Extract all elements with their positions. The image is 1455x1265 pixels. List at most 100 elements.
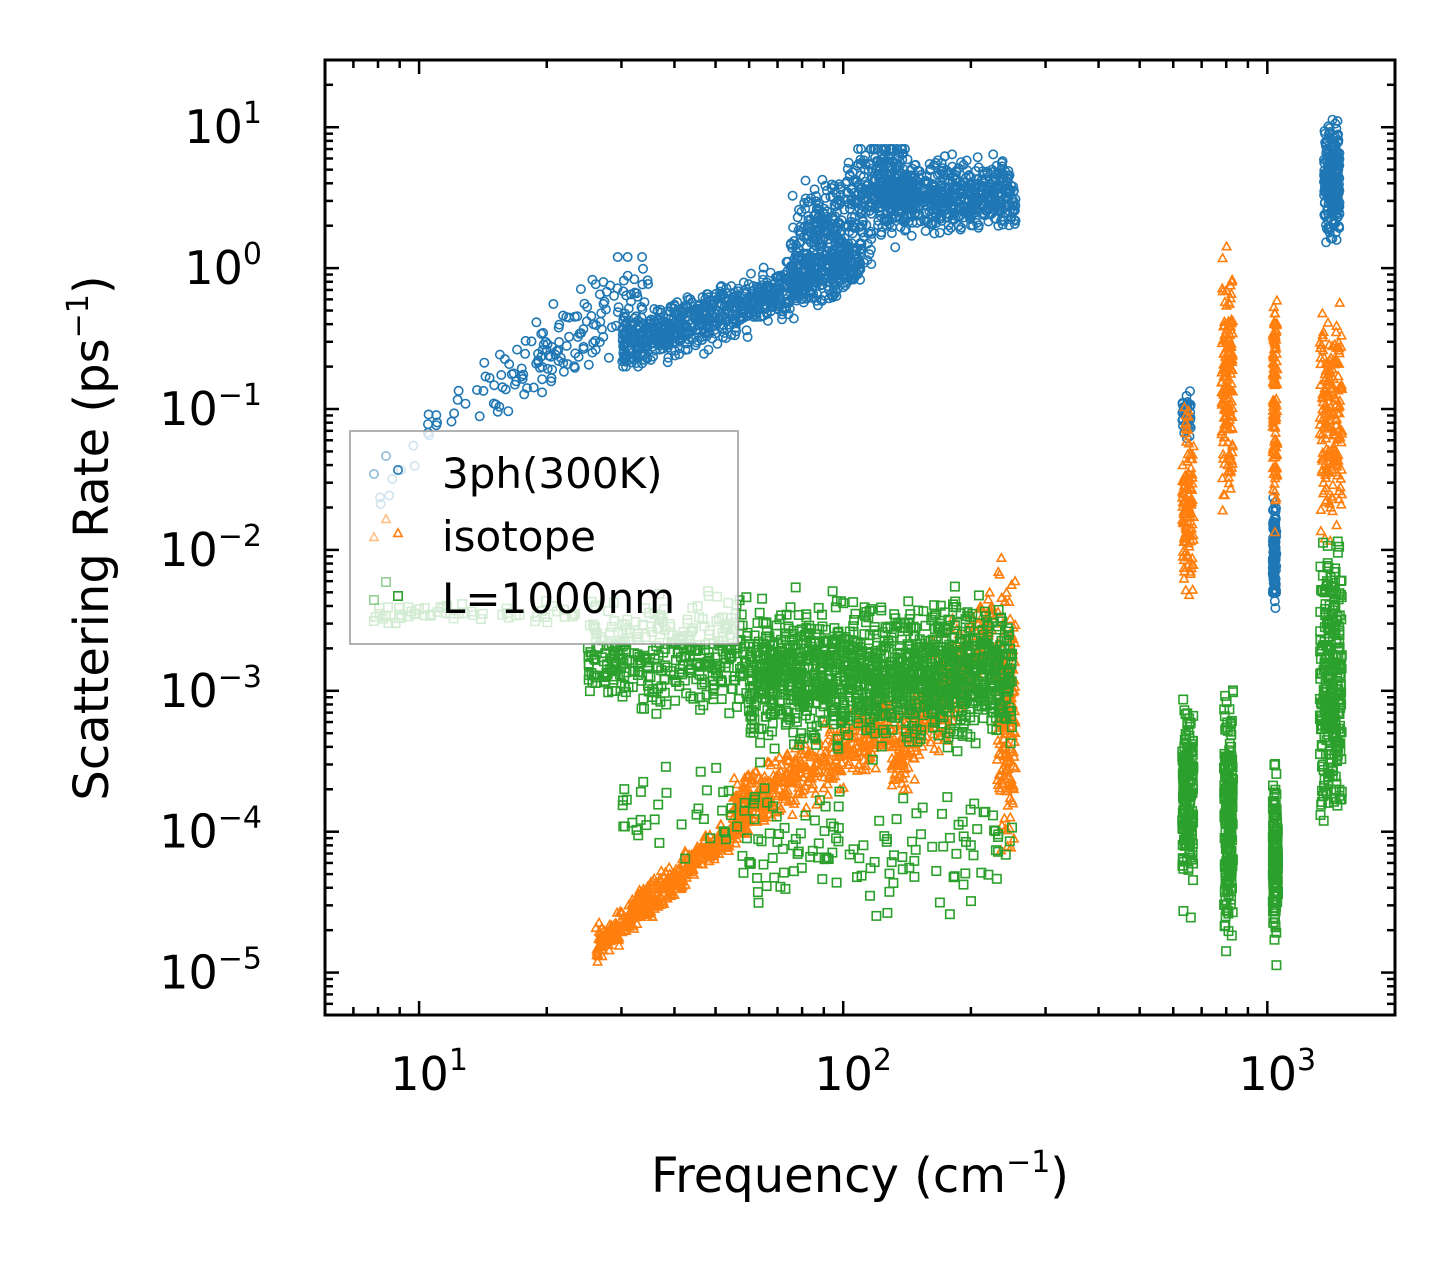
- data-point: [728, 772, 740, 783]
- data-point: [705, 299, 716, 310]
- data-point: [726, 329, 737, 340]
- data-point: [748, 280, 759, 291]
- data-point: [631, 358, 642, 369]
- data-point: [683, 328, 694, 339]
- data-point: [637, 263, 648, 274]
- data-point: [734, 295, 745, 306]
- data-point: [716, 693, 727, 704]
- data-point: [775, 274, 786, 285]
- data-point: [984, 586, 996, 597]
- data-point: [533, 348, 544, 359]
- scatter-points: [368, 114, 1348, 971]
- data-point: [654, 338, 665, 349]
- data-point: [681, 338, 692, 349]
- data-point: [550, 349, 561, 360]
- data-point: [653, 331, 664, 342]
- data-point: [478, 385, 489, 396]
- data-point: [909, 773, 921, 784]
- data-point: [659, 336, 670, 347]
- data-point: [742, 331, 753, 342]
- data-point: [548, 298, 559, 309]
- data-point: [731, 318, 742, 329]
- data-point: [446, 416, 457, 427]
- data-point: [703, 344, 714, 355]
- data-point: [776, 314, 787, 325]
- data-point: [800, 801, 812, 812]
- data-point: [562, 359, 573, 370]
- data-point: [542, 338, 553, 349]
- data-point: [669, 350, 680, 361]
- data-point: [609, 290, 620, 301]
- data-point: [474, 411, 485, 422]
- data-point: [526, 336, 537, 347]
- data-point: [570, 348, 581, 359]
- data-point: [531, 317, 542, 328]
- data-point: [612, 307, 623, 318]
- data-point: [1315, 525, 1327, 536]
- data-point: [479, 357, 490, 368]
- data-point: [590, 279, 601, 290]
- data-point: [929, 228, 940, 239]
- data-point: [870, 762, 882, 773]
- data-point: [710, 328, 721, 339]
- data-point: [676, 307, 687, 318]
- data-point: [1000, 586, 1013, 597]
- data-point: [613, 302, 624, 313]
- data-point: [972, 152, 983, 163]
- data-point: [712, 338, 723, 349]
- data-point: [1187, 583, 1199, 594]
- data-point: [920, 226, 931, 237]
- data-point: [1322, 316, 1334, 327]
- data-point: [758, 262, 769, 273]
- data-point: [564, 331, 575, 342]
- data-point: [497, 382, 508, 393]
- data-point: [537, 361, 548, 372]
- data-point: [1225, 482, 1237, 493]
- data-point: [1217, 504, 1229, 515]
- data-point: [1334, 296, 1346, 307]
- data-point: [726, 281, 737, 292]
- data-point: [480, 371, 491, 382]
- data-point: [536, 328, 547, 339]
- data-point: [553, 322, 564, 333]
- data-point: [538, 339, 549, 350]
- data-point: [886, 228, 897, 239]
- data-point: [741, 325, 752, 336]
- data-point: [750, 765, 762, 776]
- data-point: [542, 363, 553, 374]
- data-point: [637, 279, 648, 290]
- data-point: [1221, 240, 1233, 251]
- data-point: [762, 315, 773, 326]
- data-point: [569, 311, 580, 322]
- data-point: [763, 280, 774, 291]
- data-point: [494, 401, 505, 412]
- data-point: [606, 322, 617, 333]
- data-point: [783, 309, 794, 320]
- series-0: [374, 114, 1345, 614]
- data-point: [1222, 436, 1234, 447]
- data-point: [596, 308, 607, 319]
- data-point: [545, 351, 556, 362]
- data-point: [755, 311, 766, 322]
- data-point: [603, 352, 614, 363]
- data-point: [494, 349, 505, 360]
- data-point: [721, 283, 732, 294]
- data-point: [633, 329, 644, 340]
- data-point: [537, 374, 548, 385]
- data-point: [988, 149, 999, 160]
- data-point: [683, 294, 694, 305]
- data-point: [554, 336, 565, 347]
- data-point: [520, 348, 531, 359]
- data-point: [619, 308, 630, 319]
- data-point: [492, 406, 503, 417]
- data-point: [488, 398, 499, 409]
- data-point: [664, 336, 675, 347]
- data-point: [612, 252, 623, 263]
- data-point: [652, 306, 663, 317]
- data-point: [511, 376, 522, 387]
- data-point: [452, 394, 463, 405]
- data-point: [431, 410, 442, 421]
- data-point: [629, 274, 640, 285]
- data-point: [721, 314, 732, 325]
- data-point: [662, 357, 673, 368]
